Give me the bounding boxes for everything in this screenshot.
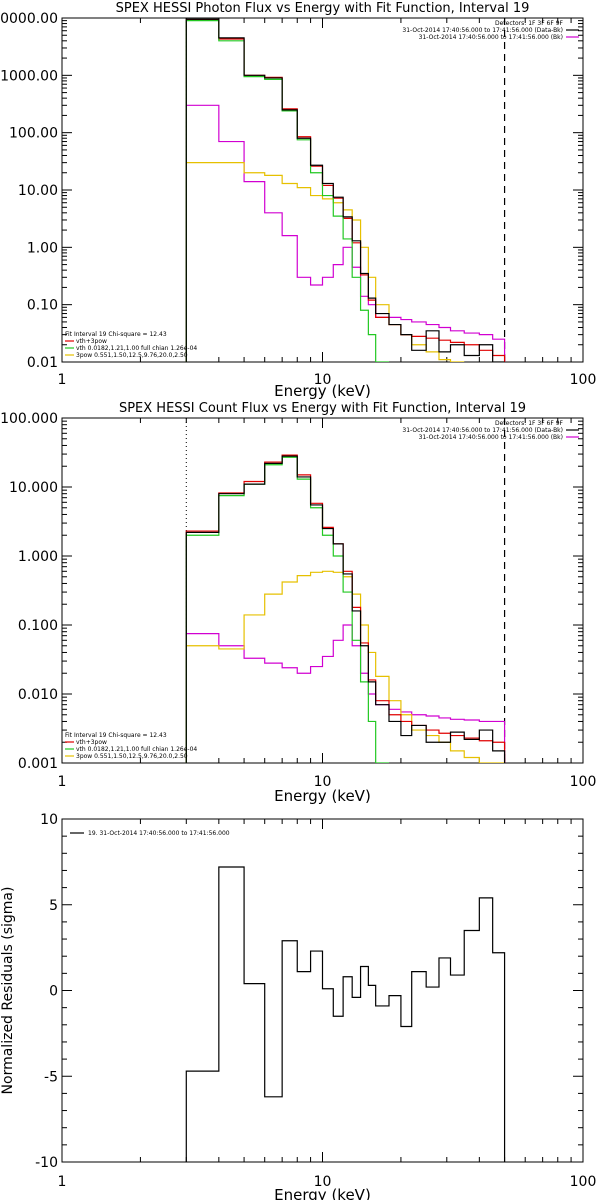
series-total-histogram — [185, 19, 506, 362]
legend-bottom-entry: 3pow 0.551,1.50,12.5,9.76,20.0,2.50 — [76, 352, 188, 359]
legend-bottom-entry: Fit Interval 19 Chi-square = 12.43 — [65, 732, 167, 739]
x-axis-label: Energy (keV) — [274, 1186, 371, 1200]
series-data-histogram — [185, 18, 505, 362]
series-powerlaw-histogram — [185, 570, 505, 763]
y-tick-label: 0.100 — [18, 618, 58, 634]
x-tick-label: 1 — [58, 372, 67, 388]
y-tick-label: 5 — [49, 898, 58, 914]
y-tick-label: -5 — [44, 1069, 58, 1085]
series-background-histogram — [185, 104, 506, 362]
x-tick-label: 100 — [570, 1174, 597, 1190]
x-tick-label: 100 — [570, 372, 597, 388]
series-vth-histogram — [185, 20, 389, 362]
y-tick-label: 10.00 — [18, 183, 58, 199]
y-tick-label: 100.000 — [0, 411, 58, 427]
photon-flux-panel: SPEX HESSI Photon Flux vs Energy with Fi… — [0, 1, 596, 400]
x-tick-label: 10 — [314, 774, 332, 790]
legend-bottom-entry: vth 0.0182,1.21,1.00 full chian 1.26e-04 — [76, 345, 197, 352]
x-axis-label: Energy (keV) — [274, 787, 371, 805]
chart-title: SPEX HESSI Photon Flux vs Energy with Fi… — [116, 1, 530, 16]
y-tick-label: -10 — [35, 1155, 58, 1171]
legend-top-entry: Detectors: 1F 3F 6F 9F — [495, 20, 564, 27]
legend-bottom-entry: vth+3pow — [76, 739, 107, 746]
x-tick-label: 10 — [314, 372, 332, 388]
y-tick-label: 10 — [40, 812, 58, 828]
legend-entry: 19. 31-Oct-2014 17:40:56.000 to 17:41:56… — [88, 830, 230, 837]
y-tick-label: 10.000 — [9, 480, 58, 496]
legend-top-entry: 31-Oct-2014 17:40:56.000 to 17:41:56.000… — [419, 434, 563, 441]
series-background-histogram — [185, 624, 506, 763]
y-tick-label: 100.00 — [9, 126, 58, 142]
series-vth-histogram — [185, 456, 389, 763]
y-tick-label: 1000.00 — [0, 68, 58, 84]
series-data-histogram — [185, 455, 506, 763]
y-axis-label: Normalized Residuals (sigma) — [0, 887, 16, 1095]
y-tick-label: 1.000 — [18, 549, 58, 565]
legend-top-entry: 31-Oct-2014 17:40:56.000 to 17:41:56.000… — [419, 34, 563, 41]
y-tick-label: 0.001 — [18, 756, 58, 772]
y-tick-label: 1.00 — [27, 240, 58, 256]
series-powerlaw-histogram — [185, 162, 465, 362]
series-residuals-histogram — [185, 866, 506, 1162]
legend-top-entry: 31-Oct-2014 17:40:56.000 to 17:41:56.000… — [402, 427, 563, 434]
x-tick-label: 1 — [58, 774, 67, 790]
x-axis-label: Energy (keV) — [274, 382, 371, 400]
count-flux-panel: SPEX HESSI Count Flux vs Energy with Fit… — [0, 401, 596, 805]
legend-top-entry: 31-Oct-2014 17:40:56.000 to 17:41:56.000… — [402, 27, 563, 34]
legend-top-entry: Detectors: 1F 3F 6F 9F — [495, 420, 564, 427]
legend-bottom-entry: Fit Interval 19 Chi-square = 12.43 — [65, 331, 167, 338]
x-tick-label: 100 — [570, 774, 597, 790]
y-tick-label: 0 — [49, 984, 58, 1000]
y-tick-label: 10000.00 — [0, 11, 58, 27]
y-tick-label: 0.10 — [27, 298, 58, 314]
y-tick-label: 0.010 — [18, 687, 58, 703]
x-tick-label: 10 — [314, 1174, 332, 1190]
legend-bottom-entry: vth+3pow — [76, 338, 107, 345]
x-tick-label: 1 — [58, 1174, 67, 1190]
legend-bottom-entry: vth 0.0182,1.21,1.00 full chian 1.26e-04 — [76, 746, 197, 753]
chart-title: SPEX HESSI Count Flux vs Energy with Fit… — [119, 401, 526, 416]
legend-bottom-entry: 3pow 0.551,1.50,12.5,9.76,20.0,2.50 — [76, 753, 188, 760]
y-tick-label: 0.01 — [27, 355, 58, 371]
series-total-histogram — [185, 454, 506, 763]
